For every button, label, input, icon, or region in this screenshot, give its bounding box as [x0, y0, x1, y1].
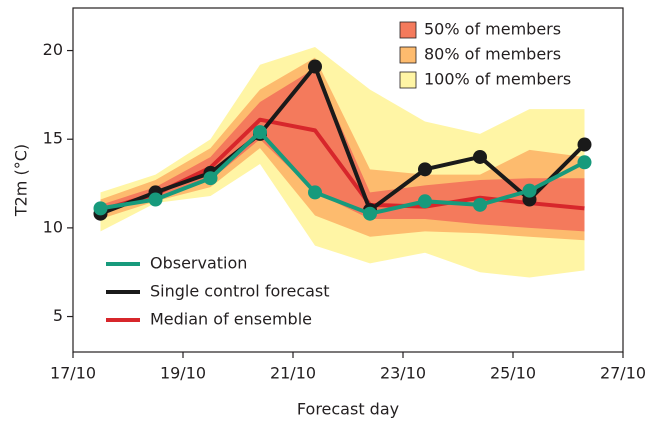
marker [148, 192, 163, 207]
marker [253, 125, 267, 140]
x-tick-label: 17/10 [50, 364, 96, 383]
y-tick-label: 15 [43, 129, 63, 148]
x-tick-label: 23/10 [380, 364, 426, 383]
series-line [99, 64, 586, 216]
y-tick-label: 20 [43, 40, 63, 59]
marker [363, 206, 377, 221]
x-tick-label: 27/10 [600, 364, 646, 383]
x-tick-label: 19/10 [160, 364, 206, 383]
marker [577, 155, 592, 170]
legend-label: 50% of members [424, 20, 561, 39]
marker [418, 162, 432, 177]
marker [93, 201, 108, 216]
legend-label: Median of ensemble [150, 310, 312, 329]
band-area [100, 68, 585, 232]
marker [577, 137, 592, 152]
marker [308, 59, 322, 74]
marker [522, 183, 537, 198]
legend-label: 100% of members [424, 70, 571, 89]
y-tick-label: 5 [53, 306, 63, 325]
legend-label: Single control forecast [150, 282, 330, 301]
legend-swatch [399, 21, 417, 39]
legend-label: 80% of members [424, 45, 561, 64]
y-tick-label: 10 [43, 217, 63, 236]
legend-swatch [399, 46, 417, 64]
marker [473, 197, 487, 212]
marker [308, 185, 322, 200]
marker [203, 171, 218, 186]
marker [473, 149, 487, 164]
plot-frame [72, 7, 624, 353]
marker [418, 194, 432, 209]
y-axis-label: T2m (°C) [12, 144, 31, 217]
x-axis-label: Forecast day [297, 400, 399, 419]
legend-label: Observation [150, 254, 247, 273]
x-tick-label: 21/10 [270, 364, 316, 383]
x-tick-label: 25/10 [490, 364, 536, 383]
series-line [100, 130, 586, 216]
legend-swatch [399, 71, 417, 89]
